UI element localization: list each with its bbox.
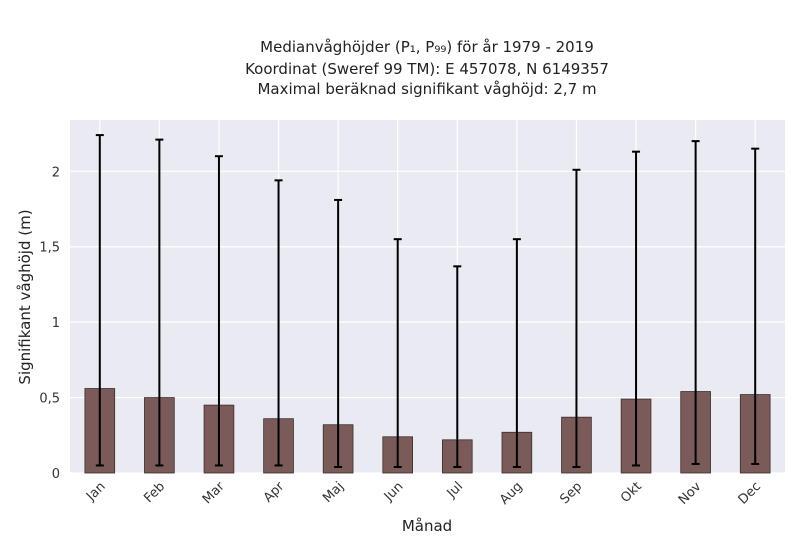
x-tick-label-jun: Jun [381, 479, 407, 505]
x-tick-label-sep: Sep [557, 479, 585, 507]
x-tick-label-nov: Nov [676, 479, 705, 508]
plot-area [70, 120, 785, 473]
y-tick-label: 0,5 [39, 392, 60, 407]
y-axis-ticks: 0 0,5 1 1,5 2 [39, 165, 60, 482]
errorbars-group [95, 134, 760, 468]
y-axis-label: Signifikant våghöjd (m) [16, 209, 34, 384]
chart-title-line-1: Medianvåghöjder (P₁, P₉₉) för år 1979 - … [260, 38, 594, 56]
x-tick-label-aug: Aug [497, 479, 526, 508]
x-tick-label-jul: Jul [444, 479, 466, 501]
x-axis-label: Månad [402, 517, 452, 535]
chart-title-line-2: Koordinat (Sweref 99 TM): E 457078, N 61… [245, 60, 609, 78]
x-tick-label-mar: Mar [200, 479, 228, 507]
chart-title-line-3: Maximal beräknad signifikant våghöjd: 2,… [257, 80, 596, 98]
x-tick-label-okt: Okt [618, 479, 645, 506]
x-tick-label-maj: Maj [320, 479, 347, 506]
y-tick-label: 1 [52, 316, 60, 331]
x-tick-label-feb: Feb [141, 479, 168, 506]
x-tick-label-jan: Jan [83, 479, 108, 504]
x-tick-label-apr: Apr [261, 479, 288, 506]
y-tick-label: 1,5 [39, 241, 60, 256]
x-axis-ticks: Jan Feb Mar Apr Maj Jun Jul Aug Sep Okt Nov Dec [83, 479, 764, 508]
y-tick-label: 2 [52, 165, 60, 180]
y-tick-label: 0 [52, 467, 60, 482]
x-tick-label-dec: Dec [736, 479, 764, 507]
